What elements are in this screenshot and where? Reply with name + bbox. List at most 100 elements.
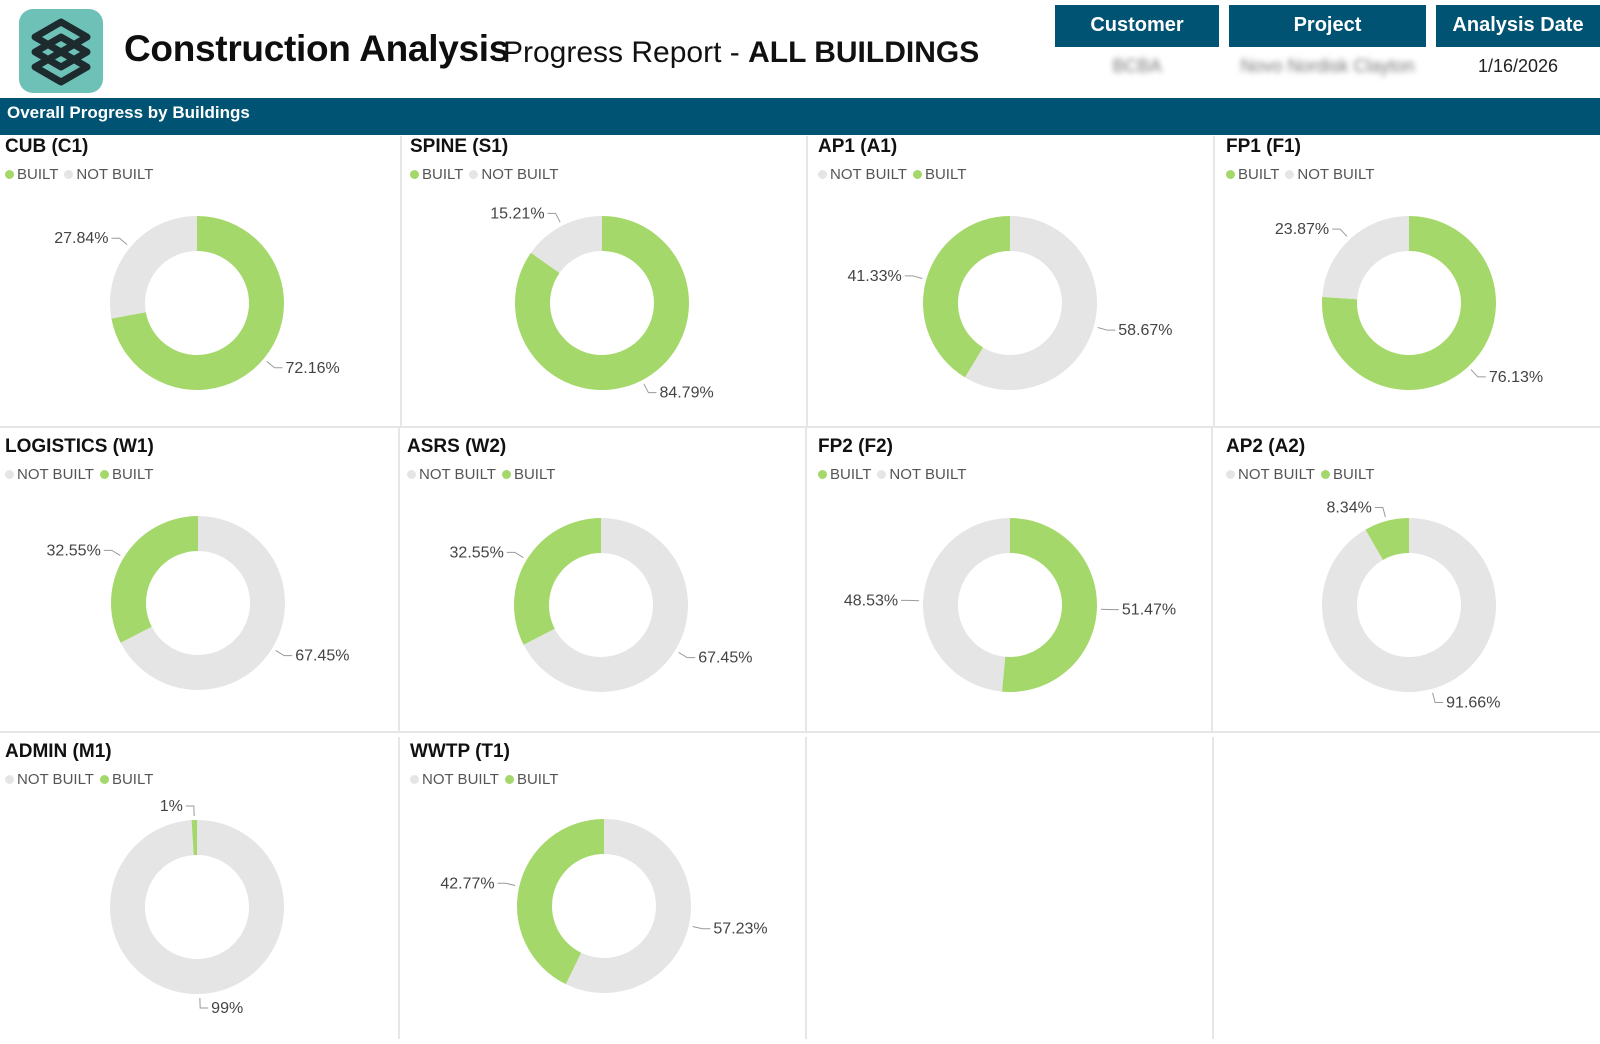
legend-item: NOT BUILT <box>5 466 94 483</box>
not-built-slice <box>110 820 285 994</box>
chart-title: LOGISTICS (W1) <box>5 436 154 457</box>
built-slice <box>1322 216 1496 390</box>
donut-chart: 99% 1% <box>110 798 285 1017</box>
donut-chart: 51.47% 48.53% <box>844 518 1176 692</box>
data-label-leader <box>111 237 128 246</box>
legend-dot-icon <box>818 470 827 479</box>
legend-dot-icon <box>469 170 479 179</box>
chart-title: AP2 (A2) <box>1226 436 1306 457</box>
chart-legend: BUILT NOT BUILT <box>1226 166 1380 183</box>
legend-label: NOT BUILT <box>419 466 496 483</box>
building-chart-panel: WWTP (T1) NOT BUILT BUILT 57.23% 42.77% <box>405 741 805 1041</box>
data-label: 32.55% <box>450 544 504 561</box>
data-label: 67.45% <box>295 648 349 665</box>
legend-dot-icon <box>504 775 514 784</box>
stacked-layers-logo-icon <box>19 9 103 93</box>
not-built-slice <box>1322 216 1409 300</box>
legend-label: NOT BUILT <box>1238 466 1315 483</box>
legend-item: BUILT <box>410 166 463 183</box>
data-label: 58.67% <box>1118 322 1172 339</box>
legend-label: BUILT <box>422 166 464 183</box>
built-slice <box>111 216 285 390</box>
legend-item: NOT BUILT <box>1285 166 1374 183</box>
column-divider <box>398 428 400 731</box>
not-built-slice <box>523 518 688 692</box>
column-divider <box>805 428 807 731</box>
chart-title: FP2 (F2) <box>818 436 893 457</box>
data-label: 8.34% <box>1326 499 1371 516</box>
data-label-leader <box>1470 369 1486 378</box>
not-built-slice <box>120 516 285 690</box>
built-slice <box>515 216 689 390</box>
legend-label: BUILT <box>513 466 556 483</box>
built-slice <box>1365 518 1409 560</box>
column-divider <box>400 136 402 426</box>
data-label-leader <box>904 275 923 280</box>
data-label: 15.21% <box>490 205 544 222</box>
legend-label: BUILT <box>516 771 559 788</box>
legend-dot-icon <box>5 775 14 784</box>
legend-dot-icon <box>1320 470 1330 479</box>
legend-item: BUILT <box>99 466 154 483</box>
legend-dot-icon <box>64 170 74 179</box>
legend-label: BUILT <box>1238 166 1280 183</box>
legend-item: NOT BUILT <box>64 166 153 183</box>
data-label: 48.53% <box>844 592 898 609</box>
built-slice <box>514 518 601 645</box>
data-label-leader <box>678 651 696 659</box>
legend-item: BUILT <box>1320 466 1375 483</box>
legend-item: BUILT <box>912 166 966 183</box>
legend-label: BUILT <box>830 466 872 483</box>
customer-value: BCBA <box>1112 56 1162 76</box>
legend-item: NOT BUILT <box>407 466 496 483</box>
report-subtitle: Progress Report - ALL BUILDINGS <box>503 36 979 70</box>
data-label: 23.87% <box>1275 221 1329 238</box>
building-chart-panel: ADMIN (M1) NOT BUILT BUILT 99% 1% <box>0 741 400 1041</box>
chart-legend: BUILT NOT BUILT <box>818 466 972 483</box>
legend-item: NOT BUILT <box>877 466 966 483</box>
chart-legend: NOT BUILT BUILT <box>818 166 972 183</box>
data-label: 27.84% <box>54 230 108 247</box>
built-slice <box>923 216 1010 378</box>
data-label-leader <box>266 360 283 369</box>
building-chart-panel: FP2 (F2) BUILT NOT BUILT 51.47% 48.53% <box>813 436 1213 736</box>
legend-label: NOT BUILT <box>422 771 499 788</box>
legend-label: NOT BUILT <box>481 166 559 183</box>
row-divider <box>0 731 1600 733</box>
legend-dot-icon <box>410 170 419 179</box>
legend-label: BUILT <box>111 466 154 483</box>
data-label-leader <box>1097 326 1116 331</box>
column-divider <box>805 737 807 1039</box>
building-chart-panel: AP1 (A1) NOT BUILT BUILT 58.67% 41.33% <box>813 136 1213 436</box>
data-label-leader <box>643 383 657 394</box>
legend-dot-icon <box>5 470 14 479</box>
chart-legend: NOT BUILT BUILT <box>5 771 159 788</box>
legend-item: BUILT <box>99 771 153 788</box>
data-label-leader <box>1432 692 1444 704</box>
legend-dot-icon <box>1226 170 1235 179</box>
chart-legend: NOT BUILT BUILT <box>410 771 564 788</box>
chart-legend: BUILT NOT BUILT <box>410 166 564 183</box>
donut-chart: 91.66% 8.34% <box>1322 499 1500 712</box>
data-label-leader <box>185 805 195 817</box>
report-header: Construction Analysis Progress Report - … <box>0 0 1600 98</box>
donut-chart: 67.45% 32.55% <box>450 518 752 692</box>
not-built-slice <box>565 819 691 993</box>
donut-chart: 57.23% 42.77% <box>440 819 768 993</box>
legend-label: BUILT <box>17 166 59 183</box>
legend-dot-icon <box>1226 470 1235 479</box>
data-label: 32.55% <box>47 542 101 559</box>
subtitle-prefix: Progress Report - <box>503 36 749 69</box>
legend-label: BUILT <box>1332 466 1375 483</box>
legend-item: NOT BUILT <box>1226 466 1315 483</box>
legend-item: BUILT <box>501 466 556 483</box>
legend-item: NOT BUILT <box>5 771 94 788</box>
not-built-slice <box>1322 518 1496 692</box>
built-slice <box>191 820 197 856</box>
not-built-slice <box>964 216 1097 390</box>
legend-item: NOT BUILT <box>818 166 907 183</box>
legend-label: NOT BUILT <box>17 466 94 483</box>
column-divider <box>398 737 400 1039</box>
legend-dot-icon <box>99 775 109 784</box>
chart-title: AP1 (A1) <box>818 136 898 157</box>
